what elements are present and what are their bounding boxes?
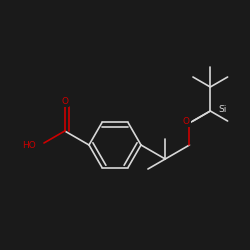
Text: Si: Si	[218, 104, 227, 114]
Text: O: O	[183, 118, 190, 126]
Text: HO: HO	[22, 142, 36, 150]
Text: O: O	[61, 98, 68, 106]
